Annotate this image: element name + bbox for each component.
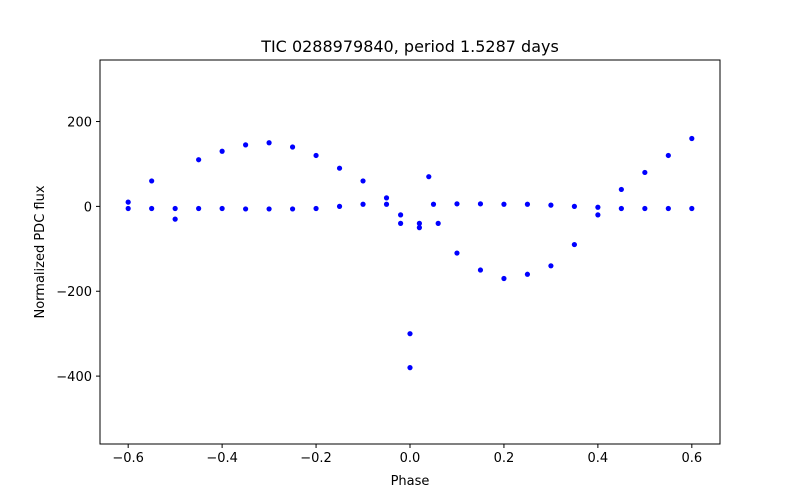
data-point [219,205,225,212]
data-point [595,212,601,218]
data-point [398,220,404,226]
data-point [595,204,601,210]
y-tick-label: −200 [56,285,92,300]
data-point [336,165,343,171]
data-point [243,206,249,212]
y-axis-ticks: −400 −200 0 200 [56,116,100,385]
x-tick-label: −0.2 [300,451,332,466]
data-point [416,225,422,231]
x-axis-ticks: −0.6 −0.4 −0.2 0.0 0.2 0.4 0.6 [112,444,702,466]
data-point [149,178,155,184]
data-point [618,186,624,193]
x-tick-label: −0.6 [112,451,144,466]
data-point [548,202,554,208]
data-point [689,205,695,212]
data-point [172,205,178,212]
data-point [618,205,624,212]
data-point [571,203,577,209]
data-point [266,206,272,212]
data-point [149,205,155,212]
y-tick-label: −400 [56,370,92,385]
series-modulated-branch [125,135,695,371]
x-tick-label: −0.4 [206,451,238,466]
data-point [477,201,484,207]
chart-title: TIC 0288979840, period 1.5287 days [260,37,559,56]
data-point [501,201,507,207]
data-point [266,140,272,146]
data-point [219,148,225,154]
data-point [454,201,460,207]
data-points [125,135,695,371]
x-tick-label: 0.0 [400,451,421,466]
data-point [571,241,577,248]
data-point [407,365,413,371]
data-point [383,195,390,201]
data-point [313,205,319,212]
data-point [289,206,296,212]
data-point [313,152,319,159]
data-point [172,216,178,222]
data-point [125,199,131,205]
data-point [398,212,404,218]
x-tick-label: 0.4 [588,451,609,466]
x-tick-label: 0.2 [494,451,515,466]
data-point [477,267,484,273]
data-point [336,203,343,209]
data-point [524,201,531,207]
data-point [360,178,366,184]
data-point [642,205,648,212]
data-point [416,220,422,226]
data-point [125,205,131,212]
data-point [524,271,531,277]
data-point [548,263,554,269]
y-tick-label: 0 [84,200,92,215]
data-point [383,201,390,207]
data-point [665,205,671,212]
data-point [426,174,432,180]
series-flat-branch [125,201,695,337]
data-point [430,201,437,207]
data-point [435,220,441,226]
data-point [360,201,366,207]
data-point [689,135,695,142]
y-axis-label: Normalized PDC flux [33,185,48,318]
data-point [454,250,460,256]
data-point [243,142,249,148]
data-point [289,144,296,150]
plot-frame [99,59,721,445]
x-tick-label: 0.6 [681,451,702,466]
data-point [665,152,671,159]
data-point [642,169,648,176]
data-point [196,157,202,163]
data-point [501,275,507,282]
data-point [196,205,202,212]
x-axis-label: Phase [391,474,430,489]
data-point [407,331,413,337]
y-tick-label: 200 [67,116,92,131]
